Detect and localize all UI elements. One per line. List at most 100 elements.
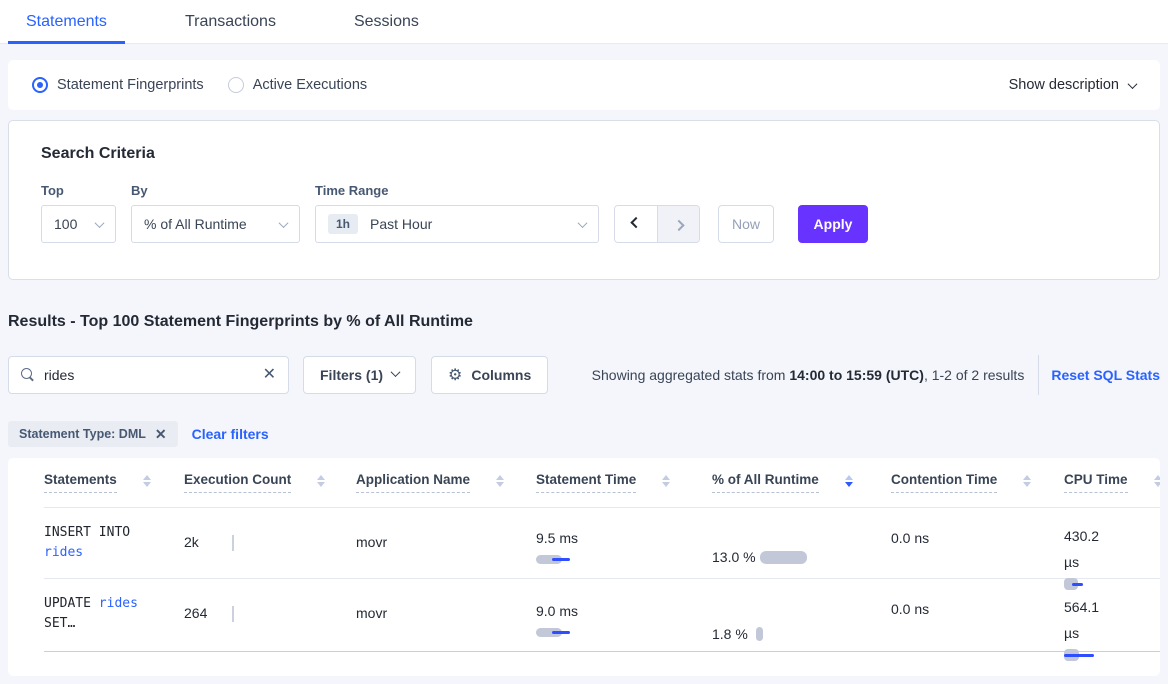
chevron-left-icon — [630, 216, 642, 229]
statement-cell: INSERT INTO rides — [44, 508, 184, 591]
top-select[interactable]: 100 — [41, 205, 116, 243]
chevron-down-icon — [278, 217, 289, 228]
radio-label: Statement Fingerprints — [57, 77, 204, 93]
time-step-buttons — [614, 205, 700, 243]
sql-keyword: SET… — [44, 616, 76, 631]
table-row: UPDATE rides SET… 264 movr 9.0 ms 1.8 % … — [44, 579, 1160, 661]
column-header-application-name[interactable]: Application Name — [356, 472, 536, 493]
radio-label: Active Executions — [252, 77, 368, 93]
column-header-execution-count[interactable]: Execution Count — [184, 472, 356, 493]
statement-cell: UPDATE rides SET… — [44, 579, 184, 662]
application-name-cell: movr — [356, 605, 388, 621]
sort-icon — [317, 474, 326, 487]
apply-button[interactable]: Apply — [798, 205, 868, 243]
statement-time-cell: 9.0 ms — [536, 579, 712, 662]
clear-filters-link[interactable]: Clear filters — [191, 426, 269, 442]
top-tab-bar: Statements Transactions Sessions — [0, 0, 1168, 44]
filter-chip-label: Statement Type: DML — [19, 427, 146, 441]
execution-count-cell: 2k — [184, 508, 356, 591]
radio-statement-fingerprints[interactable]: Statement Fingerprints — [32, 77, 204, 93]
cpu-time-cell: 564.1 µs — [1064, 579, 1160, 662]
sort-icon — [1023, 474, 1032, 487]
now-button[interactable]: Now — [718, 205, 774, 243]
by-select-value: % of All Runtime — [144, 216, 247, 232]
radio-selected-icon — [32, 77, 48, 93]
filter-chip-statement-type: Statement Type: DML ✕ — [8, 421, 178, 447]
table-row: INSERT INTO rides 2k movr 9.5 ms 13.0 % … — [44, 508, 1160, 590]
search-criteria-card: Search Criteria Top 100 By % of All Runt… — [8, 120, 1160, 280]
statement-link[interactable]: rides — [98, 596, 138, 611]
pct-runtime-bar — [760, 550, 807, 564]
sort-icon — [662, 474, 671, 487]
remove-filter-icon[interactable]: ✕ — [154, 425, 167, 442]
column-header-cpu-time[interactable]: CPU Time — [1064, 472, 1160, 493]
pct-runtime-bar — [755, 626, 763, 641]
top-label: Top — [41, 183, 64, 198]
gear-icon: ⚙ — [448, 367, 463, 384]
statement-time-bar — [536, 553, 582, 567]
chevron-right-icon — [672, 219, 685, 232]
radio-unselected-icon — [227, 77, 244, 93]
by-select[interactable]: % of All Runtime — [131, 205, 300, 243]
search-criteria-title: Search Criteria — [41, 145, 155, 162]
application-name-cell: movr — [356, 534, 388, 550]
columns-label: Columns — [471, 367, 532, 383]
show-description-toggle[interactable]: Show description — [1008, 77, 1138, 93]
next-time-button[interactable] — [657, 206, 699, 242]
sql-keyword: UPDATE — [44, 596, 91, 611]
clear-search-icon[interactable]: ✕ — [262, 366, 276, 383]
tab-transactions[interactable]: Transactions — [184, 12, 276, 30]
contention-time-cell: 0.0 ns — [891, 530, 930, 546]
cpu-time-bar — [1064, 648, 1110, 662]
columns-button[interactable]: ⚙ Columns — [431, 356, 549, 394]
by-label: By — [131, 183, 148, 198]
statement-time-bar — [536, 626, 582, 640]
top-select-value: 100 — [54, 216, 78, 232]
reset-sql-stats-link[interactable]: Reset SQL Stats — [1051, 367, 1160, 383]
tab-sessions[interactable]: Sessions — [353, 12, 419, 30]
chevron-down-icon — [577, 217, 588, 228]
mini-bar — [232, 606, 234, 622]
statements-table: Statements Execution Count Application N… — [8, 458, 1160, 676]
chevron-down-icon — [1127, 78, 1138, 89]
cpu-time-cell: 430.2 µs — [1064, 508, 1160, 591]
column-header-pct-all-runtime[interactable]: % of All Runtime — [712, 472, 891, 493]
view-radio-group: Statement Fingerprints Active Executions — [32, 77, 367, 93]
statement-search-box: ✕ — [8, 356, 289, 394]
show-description-label: Show description — [1008, 77, 1119, 93]
pct-all-runtime-cell: 1.8 % — [712, 579, 891, 662]
stats-time-range: 14:00 to 15:59 (UTC) — [789, 367, 924, 383]
tab-statements[interactable]: Statements — [8, 0, 125, 44]
filter-chip-row: Statement Type: DML ✕ Clear filters — [8, 421, 1160, 447]
time-range-label: Time Range — [315, 183, 389, 198]
divider — [1038, 355, 1040, 395]
time-range-badge: 1h — [328, 214, 359, 234]
search-icon — [21, 368, 35, 382]
sort-icon — [496, 474, 505, 487]
time-range-select[interactable]: 1h Past Hour — [315, 205, 599, 243]
search-input[interactable] — [44, 367, 263, 383]
execution-count-cell: 264 — [184, 579, 356, 662]
time-range-value: Past Hour — [370, 216, 433, 232]
column-header-statements[interactable]: Statements — [44, 472, 184, 493]
statement-time-cell: 9.5 ms — [536, 508, 712, 591]
radio-active-executions[interactable]: Active Executions — [227, 77, 368, 93]
sort-icon — [142, 474, 151, 487]
results-heading: Results - Top 100 Statement Fingerprints… — [8, 313, 473, 330]
column-header-statement-time[interactable]: Statement Time — [536, 472, 712, 493]
by-field: By % of All Runtime — [131, 183, 300, 243]
time-range-field: Time Range 1h Past Hour — [315, 183, 599, 243]
filters-button[interactable]: Filters (1) — [303, 356, 417, 394]
top-field: Top 100 — [41, 183, 116, 243]
cpu-time-bar — [1064, 577, 1110, 591]
sort-icon — [1153, 474, 1160, 487]
column-header-contention-time[interactable]: Contention Time — [891, 472, 1064, 493]
previous-time-button[interactable] — [615, 206, 657, 242]
aggregated-stats-text: Showing aggregated stats from 14:00 to 1… — [591, 367, 1025, 383]
chevron-down-icon — [390, 367, 401, 378]
statement-link[interactable]: rides — [44, 545, 84, 560]
pct-all-runtime-cell: 13.0 % — [712, 508, 891, 591]
filters-label: Filters (1) — [320, 367, 384, 383]
sql-keyword: INSERT INTO — [44, 525, 131, 540]
results-controls-row: ✕ Filters (1) ⚙ Columns Showing aggregat… — [8, 355, 1160, 395]
